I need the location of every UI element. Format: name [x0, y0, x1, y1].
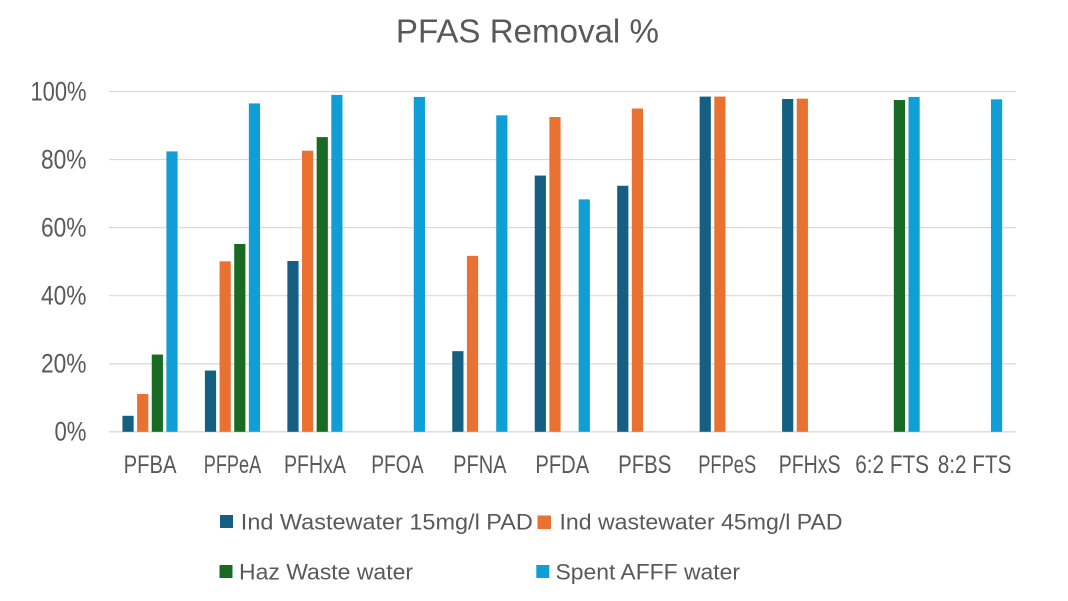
- svg-text:Haz Waste water: Haz Waste water: [239, 560, 413, 585]
- svg-text:100%: 100%: [31, 76, 87, 106]
- svg-text:0%: 0%: [55, 417, 87, 447]
- svg-text:PFPeA: PFPeA: [204, 451, 262, 479]
- svg-text:PFPeS: PFPeS: [698, 451, 756, 479]
- svg-text:8:2 FTS: 8:2 FTS: [938, 451, 1012, 479]
- svg-text:Ind wastewater 45mg/l PAD: Ind wastewater 45mg/l PAD: [560, 509, 843, 534]
- svg-text:PFBS: PFBS: [618, 451, 671, 479]
- svg-text:20%: 20%: [41, 349, 87, 379]
- svg-text:PFOA: PFOA: [371, 451, 424, 479]
- svg-text:PFAS Removal %: PFAS Removal %: [396, 13, 659, 50]
- svg-text:6:2 FTS: 6:2 FTS: [855, 451, 929, 479]
- svg-text:80%: 80%: [41, 144, 87, 174]
- svg-text:Spent AFFF water: Spent AFFF water: [556, 560, 741, 585]
- svg-text:40%: 40%: [41, 280, 87, 310]
- svg-text:PFNA: PFNA: [453, 451, 507, 479]
- svg-text:60%: 60%: [41, 212, 87, 242]
- svg-text:PFHxS: PFHxS: [779, 451, 841, 479]
- svg-text:PFDA: PFDA: [535, 451, 589, 479]
- svg-text:PFHxA: PFHxA: [284, 451, 346, 479]
- svg-text:PFBA: PFBA: [124, 451, 177, 479]
- svg-text:Ind Wastewater 15mg/l PAD: Ind Wastewater 15mg/l PAD: [241, 509, 533, 534]
